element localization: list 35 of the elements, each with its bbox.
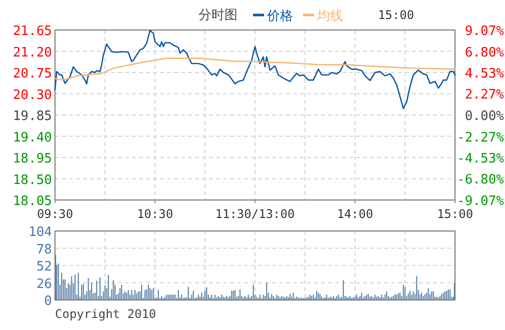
y-tick-label: 20.30: [12, 88, 52, 103]
chart-title: 分时图: [198, 8, 238, 23]
text: 15:00: [378, 8, 414, 22]
x-tick-label: 09:30: [36, 207, 74, 221]
y2-tick-label: 6.80%: [464, 45, 504, 60]
y-tick-label: 21.65: [12, 24, 52, 39]
y-tick-label: 78: [36, 242, 52, 258]
x-tick-label: 14:00: [336, 207, 374, 221]
y2-tick-label: 0.00%: [464, 109, 504, 124]
y-tick-label: 18.95: [12, 152, 52, 166]
line-series: [54, 30, 456, 110]
y-tick-label: 21.20: [12, 45, 52, 60]
y2-tick-label: 4.53%: [464, 66, 504, 82]
x-tick-label: 15:00: [436, 207, 474, 221]
x-tick-label: 10:30: [136, 207, 174, 221]
x-tick-label: 11:30/13:00: [215, 207, 295, 221]
y2-tick-label: -4.53%: [457, 151, 504, 166]
y-tick-label: 19.40: [12, 130, 52, 146]
y2-tick-label: 9.07%: [464, 24, 504, 39]
y2-tick-label: -9.07%: [457, 194, 504, 209]
legend-label: 均线: [316, 9, 343, 24]
text: Copyright 2010: [55, 307, 156, 321]
y-tick-label: 104: [28, 225, 52, 240]
y-tick-label: 18.05: [12, 194, 52, 209]
y-tick-label: 20.75: [12, 66, 52, 82]
y2-tick-label: 2.27%: [464, 88, 504, 103]
y-tick-label: 0: [44, 294, 52, 309]
y-tick-label: 18.50: [12, 172, 52, 188]
y2-tick-label: -2.27%: [457, 130, 504, 146]
y-tick-label: 19.85: [12, 109, 52, 124]
y2-tick-label: -6.80%: [457, 172, 504, 188]
legend-label: 价格: [266, 9, 293, 24]
y-tick-label: 26: [36, 276, 52, 292]
y-tick-label: 52: [36, 260, 52, 274]
line-series: [54, 58, 456, 80]
